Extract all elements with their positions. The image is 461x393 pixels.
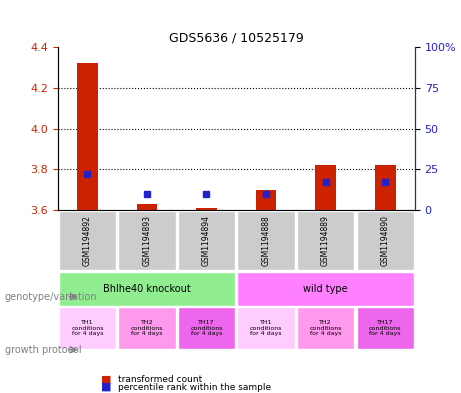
Title: GDS5636 / 10525179: GDS5636 / 10525179 xyxy=(169,31,304,44)
Bar xyxy=(315,165,336,210)
Text: TH2
conditions
for 4 days: TH2 conditions for 4 days xyxy=(131,320,163,336)
Text: TH1
conditions
for 4 days: TH1 conditions for 4 days xyxy=(71,320,104,336)
Text: GSM1194894: GSM1194894 xyxy=(202,215,211,266)
Bar xyxy=(77,63,98,210)
FancyBboxPatch shape xyxy=(118,211,176,270)
Text: genotype/variation: genotype/variation xyxy=(5,292,97,302)
FancyBboxPatch shape xyxy=(237,307,295,349)
Text: TH17
conditions
for 4 days: TH17 conditions for 4 days xyxy=(369,320,402,336)
Text: percentile rank within the sample: percentile rank within the sample xyxy=(118,383,271,391)
Text: growth protocol: growth protocol xyxy=(5,345,81,355)
Text: Bhlhe40 knockout: Bhlhe40 knockout xyxy=(103,284,191,294)
Bar xyxy=(255,189,277,210)
FancyBboxPatch shape xyxy=(118,307,176,349)
Text: TH1
conditions
for 4 days: TH1 conditions for 4 days xyxy=(250,320,282,336)
Text: GSM1194892: GSM1194892 xyxy=(83,215,92,266)
FancyBboxPatch shape xyxy=(237,211,295,270)
Bar xyxy=(375,165,396,210)
Text: GSM1194890: GSM1194890 xyxy=(381,215,390,266)
FancyBboxPatch shape xyxy=(59,307,116,349)
FancyBboxPatch shape xyxy=(237,272,414,306)
Bar xyxy=(136,204,157,210)
FancyBboxPatch shape xyxy=(59,272,235,306)
FancyBboxPatch shape xyxy=(178,211,235,270)
Bar xyxy=(196,208,217,210)
Text: GSM1194893: GSM1194893 xyxy=(142,215,152,266)
FancyBboxPatch shape xyxy=(297,307,354,349)
Text: ■: ■ xyxy=(101,382,112,392)
FancyBboxPatch shape xyxy=(356,307,414,349)
FancyBboxPatch shape xyxy=(297,211,354,270)
Text: TH2
conditions
for 4 days: TH2 conditions for 4 days xyxy=(309,320,342,336)
Text: wild type: wild type xyxy=(303,284,348,294)
FancyBboxPatch shape xyxy=(59,211,116,270)
Text: GSM1194889: GSM1194889 xyxy=(321,215,330,266)
Text: transformed count: transformed count xyxy=(118,375,202,384)
Text: GSM1194888: GSM1194888 xyxy=(261,215,271,266)
FancyBboxPatch shape xyxy=(356,211,414,270)
Text: TH17
conditions
for 4 days: TH17 conditions for 4 days xyxy=(190,320,223,336)
Text: ■: ■ xyxy=(101,374,112,384)
FancyBboxPatch shape xyxy=(178,307,235,349)
